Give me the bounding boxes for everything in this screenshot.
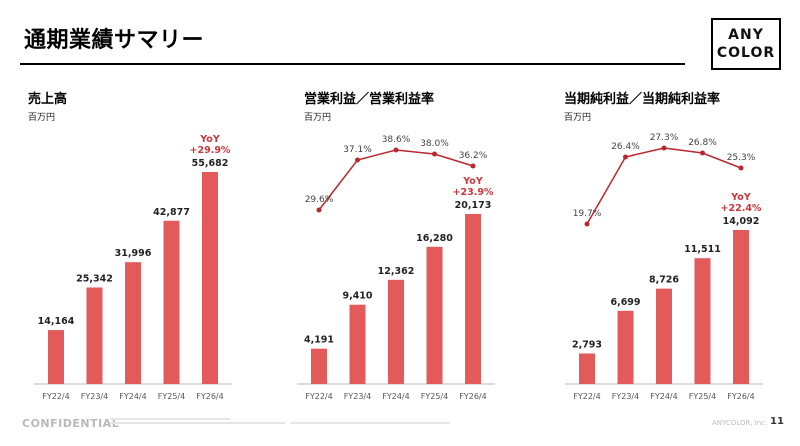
margin-point — [432, 151, 437, 157]
margin-point — [661, 145, 667, 151]
margin-point — [470, 163, 476, 169]
bar-FY22-4 — [311, 348, 327, 384]
bar-value-label: 4,191 — [304, 335, 334, 346]
x-tick-label: FY24/4 — [119, 392, 146, 401]
title-divider — [20, 63, 685, 65]
x-tick-label: FY25/4 — [158, 392, 185, 401]
bar-FY26-4 — [202, 172, 218, 384]
x-tick-label: FY22/4 — [305, 392, 332, 401]
margin-label: 37.1% — [343, 145, 372, 155]
x-tick-label: FY23/4 — [344, 392, 371, 401]
bar-FY23-4 — [349, 304, 366, 384]
margin-label: 27.3% — [650, 133, 679, 143]
logo-line-2: COLOR — [716, 45, 776, 61]
yoy-label: YoY — [462, 176, 483, 187]
bar-value-label: 8,726 — [649, 275, 679, 286]
yoy-label: YoY — [730, 192, 751, 203]
x-tick-label: FY26/4 — [459, 392, 486, 401]
margin-label: 26.4% — [611, 142, 640, 152]
margin-line — [318, 149, 474, 211]
page-title: 通期業績サマリー — [24, 28, 205, 53]
bar-value-label: 42,877 — [153, 207, 190, 218]
yoy-value: +23.9% — [453, 187, 494, 198]
bar-FY23-4 — [617, 310, 634, 384]
bar-FY23-4 — [86, 287, 103, 384]
margin-point — [700, 150, 705, 156]
bar-value-label: 20,173 — [455, 200, 492, 211]
x-tick-label: FY24/4 — [382, 392, 409, 401]
margin-label: 29.6% — [305, 195, 334, 205]
x-tick-label: FY22/4 — [42, 392, 69, 401]
x-tick-label: FY23/4 — [612, 392, 639, 401]
margin-line — [586, 147, 742, 225]
bar-FY25-4 — [426, 246, 443, 384]
bar-value-label: 11,511 — [684, 244, 721, 255]
footer-company: ANYCOLOR, Inc. — [712, 419, 768, 427]
footer-disclaimer-text — [110, 416, 290, 428]
chart-title: 営業利益／営業利益率 — [304, 91, 434, 107]
logo-line-1: ANY — [728, 27, 764, 43]
bar-value-label: 16,280 — [416, 233, 453, 244]
page-number: 11 — [770, 416, 784, 427]
bar-FY26-4 — [465, 214, 481, 384]
x-tick-label: FY24/4 — [650, 392, 677, 401]
margin-point — [584, 221, 590, 227]
x-tick-label: FY22/4 — [573, 392, 600, 401]
bar-value-label: 6,699 — [610, 297, 640, 308]
margin-label: 36.2% — [459, 151, 488, 161]
chart-unit-label: 百万円 — [28, 112, 55, 123]
x-tick-label: FY26/4 — [196, 392, 223, 401]
x-tick-label: FY25/4 — [689, 392, 716, 401]
bar-value-label: 55,682 — [192, 158, 229, 169]
margin-point — [738, 165, 744, 171]
company-logo: ANY COLOR — [711, 18, 781, 70]
bar-FY24-4 — [656, 288, 672, 384]
margin-label: 38.6% — [382, 135, 411, 145]
footer-confidential: CONFIDENTIAL — [22, 417, 120, 430]
bar-FY25-4 — [694, 258, 711, 384]
bar-FY26-4 — [733, 230, 749, 384]
bar-FY24-4 — [388, 279, 404, 384]
bar-FY24-4 — [125, 262, 141, 384]
bar-FY22-4 — [48, 330, 64, 384]
bar-value-label: 14,092 — [723, 216, 760, 227]
bar-value-label: 12,362 — [378, 266, 415, 277]
yoy-label: YoY — [199, 134, 220, 145]
chart-unit-label: 百万円 — [304, 112, 331, 123]
margin-point — [393, 147, 399, 153]
margin-point — [355, 157, 360, 163]
bar-value-label: 25,342 — [76, 274, 113, 285]
bar-FY25-4 — [163, 220, 180, 384]
margin-label: 25.3% — [727, 153, 756, 163]
bar-value-label: 9,410 — [342, 291, 372, 302]
x-tick-label: FY25/4 — [421, 392, 448, 401]
bar-value-label: 14,164 — [38, 316, 75, 327]
bar-FY22-4 — [579, 353, 595, 384]
chart-title: 当期純利益／当期純利益率 — [564, 91, 720, 107]
margin-point — [316, 207, 322, 213]
x-tick-label: FY23/4 — [81, 392, 108, 401]
yoy-value: +29.9% — [190, 145, 231, 156]
margin-label: 26.8% — [688, 138, 717, 148]
x-tick-label: FY26/4 — [727, 392, 754, 401]
margin-label: 38.0% — [420, 139, 449, 149]
chart-unit-label: 百万円 — [564, 112, 591, 123]
chart-title: 売上高 — [28, 91, 67, 107]
margin-point — [623, 154, 628, 160]
margin-label: 19.7% — [573, 209, 602, 219]
yoy-value: +22.4% — [721, 203, 762, 214]
bar-value-label: 31,996 — [115, 248, 152, 259]
bar-value-label: 2,793 — [572, 339, 602, 350]
footer-disclaimer-text-2 — [290, 416, 470, 428]
